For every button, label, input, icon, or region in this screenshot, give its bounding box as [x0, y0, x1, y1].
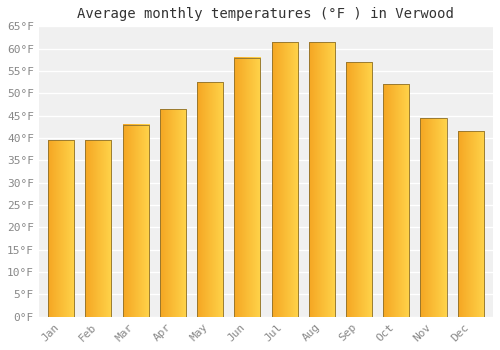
Bar — [160, 109, 186, 317]
Bar — [234, 57, 260, 317]
Bar — [197, 82, 223, 317]
Bar — [86, 140, 112, 317]
Bar — [458, 131, 483, 317]
Bar — [346, 62, 372, 317]
Title: Average monthly temperatures (°F ) in Verwood: Average monthly temperatures (°F ) in Ve… — [78, 7, 454, 21]
Bar — [48, 140, 74, 317]
Bar — [420, 118, 446, 317]
Bar — [383, 84, 409, 317]
Bar — [122, 125, 148, 317]
Bar — [272, 42, 297, 317]
Bar — [308, 42, 335, 317]
